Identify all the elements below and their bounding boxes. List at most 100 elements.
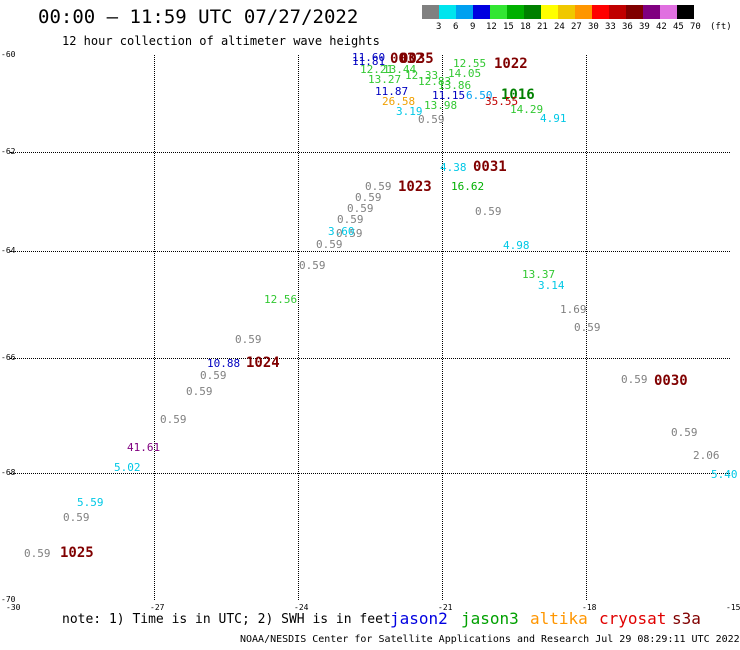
- wave-height-label: 35.55: [485, 95, 519, 108]
- wave-height-label: 4.91: [540, 112, 567, 125]
- longitude-gridline: [298, 55, 299, 600]
- wave-height-label: 11.15: [432, 89, 466, 102]
- wave-height-label: 0.59: [671, 426, 698, 439]
- wave-height-label: 12.33: [405, 69, 439, 82]
- longitude-tick-label: -18: [582, 603, 597, 612]
- longitude-tick-label: -30: [6, 603, 21, 612]
- longitude-gridline: [154, 55, 155, 600]
- page-subtitle: 12 hour collection of altimeter wave hei…: [62, 34, 380, 48]
- wave-height-label: 13.44: [383, 63, 417, 76]
- page-title: 00:00 — 11:59 UTC 07/27/2022: [38, 6, 359, 28]
- wave-height-label: 12.55: [453, 57, 487, 70]
- colorbar-label: (ft): [710, 22, 732, 32]
- colorbar-swatch: [541, 5, 558, 19]
- wave-height-label: 4.98: [503, 239, 530, 252]
- wave-height-label: 3.19: [396, 105, 423, 118]
- longitude-tick-label: -24: [294, 603, 309, 612]
- wave-height-label: 11.60: [352, 51, 386, 64]
- wave-height-label: 12.83: [418, 75, 452, 88]
- legend-altika: altika: [530, 609, 588, 628]
- latitude-tick-label: -60: [1, 50, 16, 59]
- colorbar-label: 39: [639, 22, 650, 32]
- latitude-tick-label: -68: [1, 468, 16, 477]
- colorbar-label: 27: [571, 22, 582, 32]
- colorbar-label: 24: [554, 22, 565, 32]
- wave-height-label: 0.59: [63, 511, 90, 524]
- colorbar-label: 21: [537, 22, 548, 32]
- wave-height-label: 2.06: [693, 449, 720, 462]
- wave-height-label: 12.21: [360, 63, 394, 76]
- wave-height-label: 3.60: [328, 225, 355, 238]
- wave-height-label: 41.61: [127, 441, 161, 454]
- wave-height-label: 0.59: [355, 191, 382, 204]
- colorbar-swatch: [558, 5, 575, 19]
- wave-height-label: 11.87: [375, 85, 409, 98]
- wave-height-label: 1.69: [560, 303, 587, 316]
- time-stamp-label: 1025: [60, 545, 94, 561]
- wave-height-label: 0.59: [337, 213, 364, 226]
- wave-height-label: 0.59: [336, 227, 363, 240]
- footer-note: note: 1) Time is in UTC; 2) SWH is in fe…: [62, 612, 391, 627]
- time-stamp-label: 1023: [398, 179, 432, 195]
- wave-height-label: 0.59: [347, 202, 374, 215]
- colorbar-label: 70: [690, 22, 701, 32]
- wave-height-label: 13.37: [522, 268, 556, 281]
- credit-line: NOAA/NESDIS Center for Satellite Applica…: [240, 634, 740, 645]
- colorbar-label: 45: [673, 22, 684, 32]
- time-stamp-label: 0031: [473, 159, 507, 175]
- latitude-gridline: [10, 473, 730, 474]
- wave-height-label: 5.40: [711, 468, 738, 481]
- wave-height-label: 4.38: [440, 161, 467, 174]
- colorbar-swatch: [643, 5, 660, 19]
- time-stamp-label: 0032: [390, 51, 424, 67]
- colorbar-labels: 3 6 9 12 15 18 21 24 27 30 33 36 39 42 45 70 (ft): [422, 22, 740, 34]
- colorbar-label: 12: [486, 22, 497, 32]
- time-stamp-label: 0035: [400, 51, 434, 67]
- latitude-gridline: [10, 358, 730, 359]
- wave-height-label: 11.81: [352, 55, 386, 68]
- wave-height-label: 0.59: [200, 369, 227, 382]
- colorbar-swatch: [422, 5, 439, 19]
- latitude-gridline: [10, 152, 730, 153]
- wave-height-label: 0.59: [621, 373, 648, 386]
- latitude-gridline: [10, 251, 730, 252]
- colorbar-label: 36: [622, 22, 633, 32]
- colorbar-swatch: [626, 5, 643, 19]
- wave-height-label: 14.05: [448, 67, 482, 80]
- wave-height-label: 13.27: [368, 73, 402, 86]
- longitude-tick-label: -21: [438, 603, 453, 612]
- wave-height-label: 0.59: [24, 547, 51, 560]
- colorbar-swatch: [456, 5, 473, 19]
- colorbar-swatch: [439, 5, 456, 19]
- wave-height-label: 0.59: [160, 413, 187, 426]
- wave-height-label: 5.02: [114, 461, 141, 474]
- colorbar-label: 30: [588, 22, 599, 32]
- latitude-tick-label: -66: [1, 353, 16, 362]
- colorbar-swatch: [575, 5, 592, 19]
- colorbar: [422, 5, 694, 19]
- wave-height-label: 0.59: [475, 205, 502, 218]
- colorbar-label: 6: [453, 22, 459, 32]
- colorbar-swatch: [490, 5, 507, 19]
- wave-height-label: 0.59: [365, 180, 392, 193]
- colorbar-swatch: [592, 5, 609, 19]
- longitude-tick-label: -27: [150, 603, 165, 612]
- legend-jason2: jason2: [390, 609, 448, 628]
- time-stamp-label: 1024: [246, 355, 280, 371]
- colorbar-label: 15: [503, 22, 514, 32]
- time-stamp-label: 1016: [501, 87, 535, 103]
- colorbar-swatch: [473, 5, 490, 19]
- map-plot-area: [10, 55, 730, 600]
- colorbar-swatch: [524, 5, 541, 19]
- wave-height-label: 0.59: [574, 321, 601, 334]
- colorbar-swatch: [609, 5, 626, 19]
- wave-height-label: 13.86: [438, 79, 472, 92]
- colorbar-swatch: [677, 5, 694, 19]
- wave-height-label: 26.58: [382, 95, 416, 108]
- latitude-tick-label: -64: [1, 246, 16, 255]
- legend-cryosat: cryosat: [599, 609, 667, 628]
- wave-height-label: 6.50: [466, 89, 493, 102]
- wave-height-label: 0.59: [235, 333, 262, 346]
- latitude-tick-label: -62: [1, 147, 16, 156]
- wave-height-label: 0.59: [418, 113, 445, 126]
